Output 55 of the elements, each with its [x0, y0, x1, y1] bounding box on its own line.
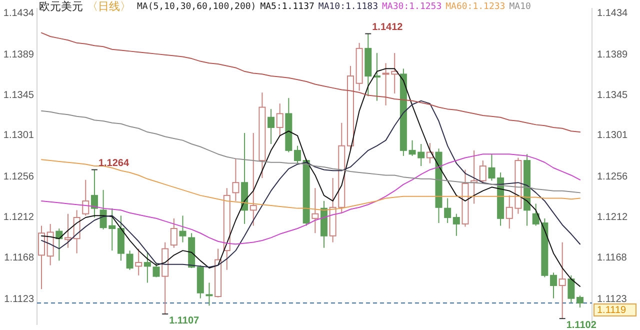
y-tick-label: 1.1301 [3, 130, 34, 142]
candlestick [152, 262, 160, 278]
extreme-label: 1.1107 [162, 313, 200, 326]
line-series [41, 32, 580, 133]
candlestick [144, 252, 151, 284]
header: 欧元美元 〈日线〉 MA(5,10,30,60,100,200) MA5:1.1137 MA10:1.1183 MA30:1.1253 MA60:1.1233 MA10 [39, 1, 531, 13]
ref-line-label: 1.1119 [597, 304, 627, 316]
y2-tick-label: 1.1168 [597, 252, 628, 264]
y-tick-label: 1.1345 [3, 90, 34, 101]
line-series [41, 159, 580, 211]
candlestick [232, 158, 240, 202]
candlestick [90, 169, 98, 218]
line-series [41, 110, 580, 194]
y-tick-label: 1.1434 [3, 8, 34, 20]
candlestick [426, 142, 434, 164]
y-tick-label: 1.1389 [3, 49, 34, 60]
extreme-label: 1.1102 [558, 318, 596, 330]
extreme-label: 1.1264 [90, 158, 130, 170]
line-series [41, 154, 580, 245]
candlestick [568, 274, 575, 304]
candlestick [373, 52, 380, 102]
y2-tick-label: 1.1389 [597, 49, 628, 60]
candlestick [250, 132, 257, 226]
candlestick [170, 218, 178, 248]
y-tick-label: 1.1123 [4, 294, 34, 305]
candlestick [46, 223, 54, 266]
candlestick [268, 108, 275, 144]
candlestick [82, 179, 90, 216]
candlestick [276, 103, 284, 136]
candlestick [294, 145, 302, 164]
y2-tick-label: 1.1123 [597, 294, 628, 305]
candlestick [126, 250, 134, 270]
candlestick [550, 272, 558, 299]
extreme-label: 1.1412 [364, 22, 403, 34]
y2-tick-label: 1.1212 [597, 212, 628, 223]
candlestick [558, 242, 566, 320]
candlestick [206, 282, 213, 306]
y2-tick-label: 1.1345 [597, 90, 628, 101]
candlestick [452, 213, 460, 236]
candlestick [444, 198, 452, 224]
candlestick [576, 295, 584, 308]
candlestick [64, 213, 72, 248]
candlestick [135, 248, 142, 276]
ref-label: 1.1119 [594, 303, 636, 316]
candlestick [38, 225, 45, 290]
candlestick [179, 215, 186, 243]
y2-tick-label: 1.1256 [597, 172, 628, 183]
candlestick [312, 188, 319, 234]
candlestick [479, 160, 486, 184]
candlestick [488, 154, 496, 182]
y-tick-label: 1.1212 [3, 212, 34, 223]
y-tick-label: 1.1256 [3, 172, 34, 183]
y-tick-label: 1.1168 [4, 252, 34, 264]
y2-tick-label: 1.1301 [597, 130, 628, 142]
y2-tick-label: 1.1434 [597, 8, 628, 20]
